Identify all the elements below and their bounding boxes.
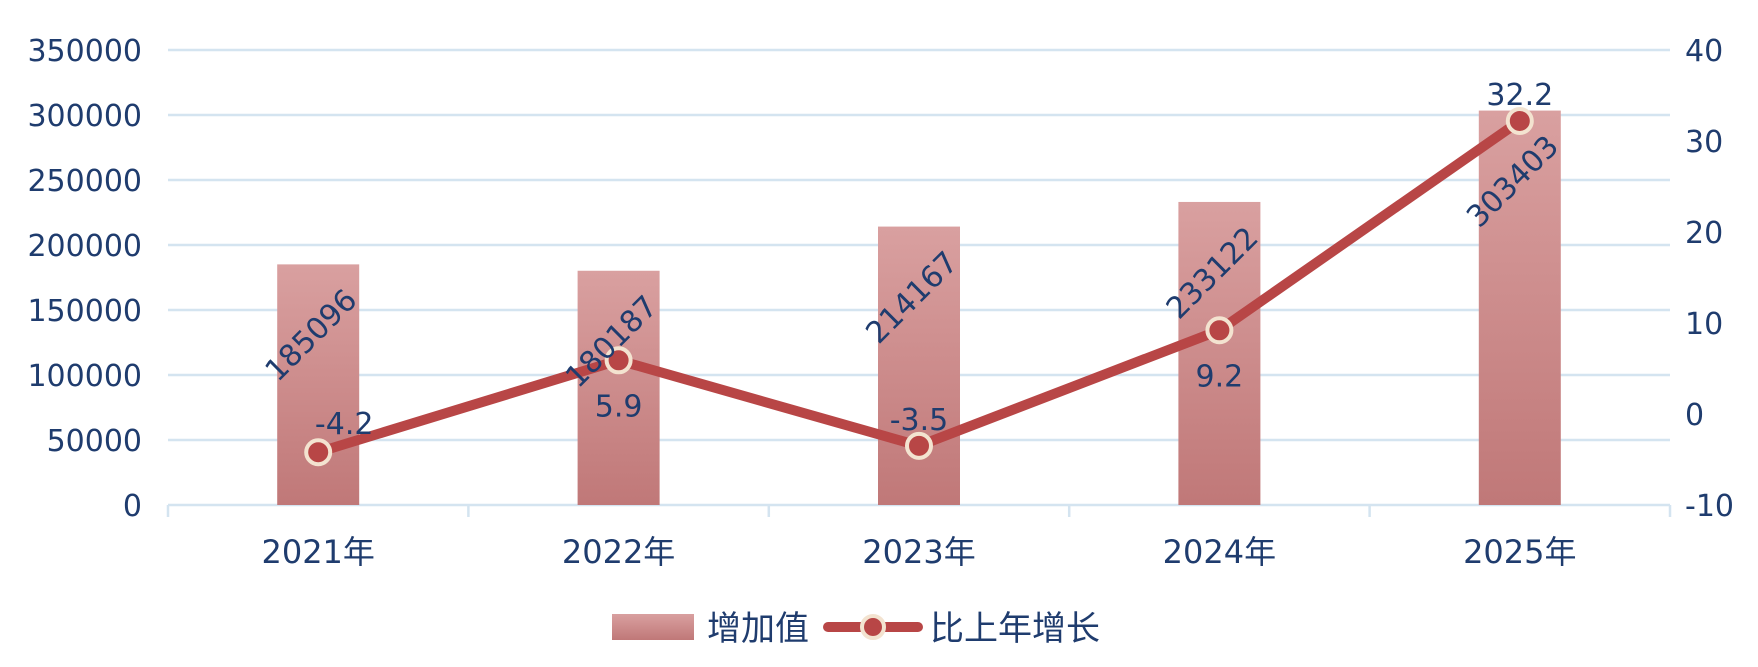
left-tick-label: 350000: [27, 34, 142, 69]
line-data-label: -3.5: [890, 403, 949, 438]
line-data-label: 9.2: [1196, 359, 1244, 394]
line-series: [304, 106, 1534, 467]
line-point: [1205, 316, 1234, 345]
left-tick-label: 250000: [27, 164, 142, 199]
legend-swatch-bar: [612, 614, 694, 640]
x-tick-label: 2024年: [1163, 533, 1276, 571]
left-tick-label: 300000: [27, 99, 142, 134]
line-data-label: 32.2: [1486, 78, 1553, 113]
x-tick-label: 2025年: [1463, 533, 1576, 571]
legend: 增加值 比上年增长: [612, 609, 1100, 649]
x-tick-label: 2023年: [862, 533, 975, 571]
left-axis: 0 50000 100000 150000 200000 250000 300000 3500…: [27, 34, 142, 524]
x-tick-label: 2022年: [562, 533, 675, 571]
right-tick-label: 40: [1685, 34, 1723, 69]
line-data-label: -4.2: [315, 407, 374, 442]
right-tick-label: 30: [1685, 125, 1723, 160]
line-point: [304, 438, 333, 467]
line-point: [1505, 106, 1534, 135]
right-tick-label: 20: [1685, 216, 1723, 251]
bar: [577, 270, 660, 505]
left-tick-label: 0: [123, 489, 142, 524]
legend-label-bar: 增加值: [707, 609, 809, 649]
right-tick-label: -10: [1685, 489, 1734, 524]
left-tick-label: 200000: [27, 229, 142, 264]
left-tick-label: 150000: [27, 294, 142, 329]
legend-swatch-marker: [860, 614, 886, 640]
bar: [1478, 110, 1561, 505]
left-tick-label: 100000: [27, 359, 142, 394]
line-point: [604, 346, 633, 375]
right-tick-label: 0: [1685, 398, 1704, 433]
line-data-label: 5.9: [595, 389, 643, 424]
right-axis: -10 0 10 20 30 40: [1685, 34, 1734, 524]
legend-label-line: 比上年增长: [930, 609, 1100, 649]
x-axis: 2021年 2022年 2023年 2024年 2025年: [166, 503, 1672, 571]
x-tick-label: 2021年: [261, 533, 374, 571]
line-point: [905, 431, 933, 460]
left-tick-label: 50000: [47, 424, 142, 459]
right-tick-label: 10: [1685, 307, 1723, 342]
bar: [1178, 201, 1261, 505]
